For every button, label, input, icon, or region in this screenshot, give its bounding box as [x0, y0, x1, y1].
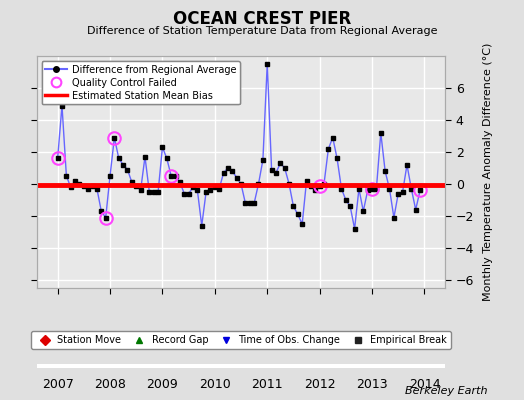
- Text: Berkeley Earth: Berkeley Earth: [405, 386, 487, 396]
- Text: Difference of Station Temperature Data from Regional Average: Difference of Station Temperature Data f…: [87, 26, 437, 36]
- Text: OCEAN CREST PIER: OCEAN CREST PIER: [173, 10, 351, 28]
- Y-axis label: Monthly Temperature Anomaly Difference (°C): Monthly Temperature Anomaly Difference (…: [483, 43, 493, 301]
- Legend: Difference from Regional Average, Quality Control Failed, Estimated Station Mean: Difference from Regional Average, Qualit…: [41, 61, 240, 104]
- Legend: Station Move, Record Gap, Time of Obs. Change, Empirical Break: Station Move, Record Gap, Time of Obs. C…: [31, 331, 451, 349]
